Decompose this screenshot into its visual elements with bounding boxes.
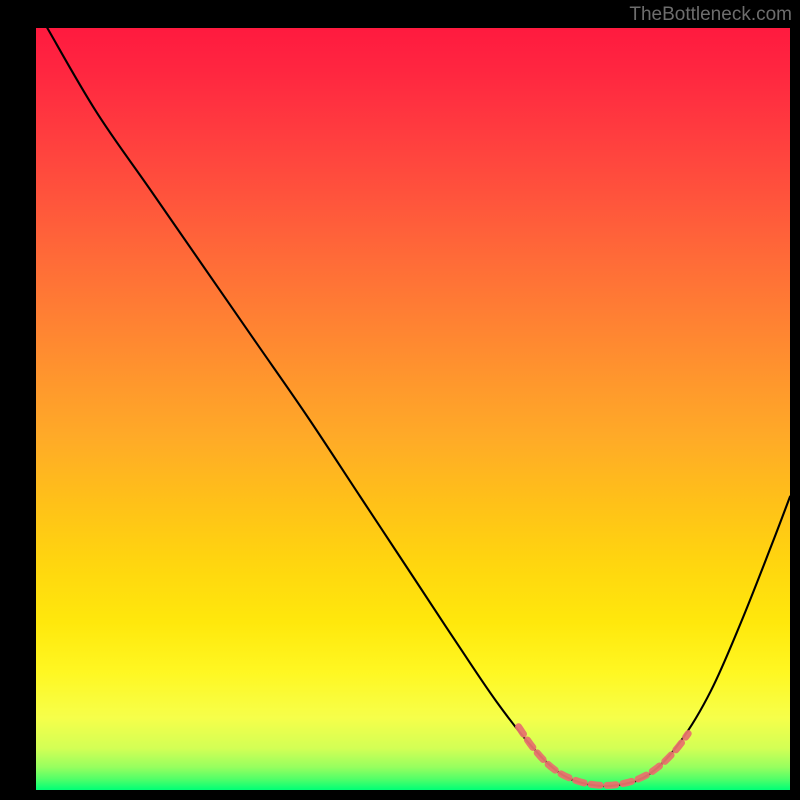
attribution-text: TheBottleneck.com [629,4,792,26]
plot-area [36,28,790,790]
gradient-background [36,28,790,790]
chart-frame: TheBottleneck.com [0,0,800,800]
